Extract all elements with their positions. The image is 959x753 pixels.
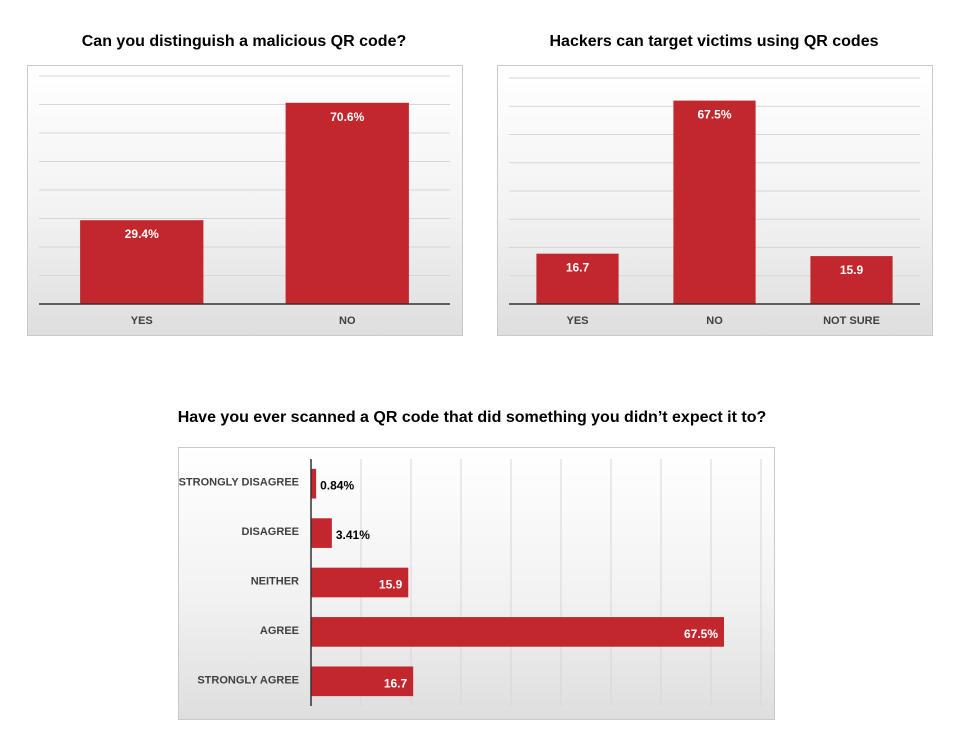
chart3-category-label-0: STRONGLY DISAGREE bbox=[179, 477, 299, 489]
chart3-panel: 0.84% STRONGLY DISAGREE 3.41% DISAGREE 15.9 N… bbox=[178, 447, 775, 720]
chart1-plot: 29.4% YES 70.6% NO bbox=[39, 75, 450, 327]
chart3-bar-4 bbox=[311, 666, 414, 697]
chart1-bar-0 bbox=[80, 220, 204, 304]
chart2-bar-1 bbox=[673, 100, 756, 304]
chart2-title: Hackers can target victims using QR code… bbox=[549, 33, 879, 50]
chart3-category-label-4: STRONGLY AGREE bbox=[197, 674, 299, 686]
chart3-value-label-0: 0.84% bbox=[320, 479, 354, 493]
chart1-bar-1 bbox=[285, 102, 409, 304]
chart1-category-label-0: YES bbox=[131, 315, 153, 327]
chart2-category-label-1: NO bbox=[706, 315, 723, 327]
chart3-category-label-1: DISAGREE bbox=[242, 526, 299, 538]
chart2-value-label-0: 16.7 bbox=[566, 261, 590, 275]
chart2-plot: 16.7 YES 67.5% NO 15.9 NOT SURE bbox=[509, 77, 920, 327]
chart1-panel: 29.4% YES 70.6% NO bbox=[27, 65, 463, 336]
chart1-value-label-0: 29.4% bbox=[125, 227, 159, 241]
chart3-bar-2 bbox=[311, 567, 409, 598]
chart3-category-label-3: AGREE bbox=[260, 625, 299, 637]
chart3-bar-0 bbox=[311, 468, 317, 499]
chart3-value-label-2: 15.9 bbox=[379, 578, 403, 592]
chart1-title: Can you distinguish a malicious QR code? bbox=[81, 33, 407, 50]
chart3-value-label-4: 16.7 bbox=[384, 676, 408, 690]
chart2-bar-0 bbox=[536, 253, 619, 304]
chart3-title: Have you ever scanned a QR code that did… bbox=[177, 409, 767, 426]
chart2-bar-2 bbox=[810, 256, 893, 304]
chart2-value-label-2: 15.9 bbox=[840, 263, 864, 277]
chart1-value-label-1: 70.6% bbox=[330, 110, 364, 124]
chart3-bar-1 bbox=[311, 518, 332, 548]
chart2-category-label-2: NOT SURE bbox=[823, 315, 880, 327]
chart1-category-label-1: NO bbox=[339, 315, 356, 327]
chart2-panel: 16.7 YES 67.5% NO 15.9 NOT SURE bbox=[497, 65, 933, 336]
chart3-plot: 0.84% STRONGLY DISAGREE 3.41% DISAGREE 15.9 N… bbox=[179, 459, 762, 706]
chart2-category-label-0: YES bbox=[566, 315, 588, 327]
chart3-bar-3 bbox=[311, 617, 724, 647]
chart2-value-label-1: 67.5% bbox=[697, 108, 731, 122]
chart3-value-label-3: 67.5% bbox=[684, 627, 718, 641]
chart3-category-label-2: NEITHER bbox=[251, 576, 299, 588]
chart3-value-label-1: 3.41% bbox=[336, 528, 370, 542]
